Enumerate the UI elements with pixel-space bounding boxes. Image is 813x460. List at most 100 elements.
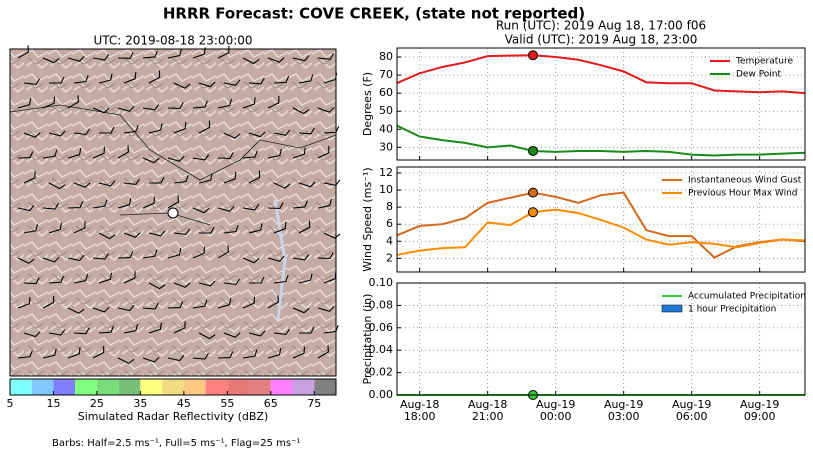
barb bbox=[123, 178, 141, 186]
barb bbox=[199, 226, 215, 234]
y-tick-label: 70 bbox=[379, 68, 393, 81]
barb bbox=[173, 282, 191, 288]
barb bbox=[117, 251, 134, 259]
barb bbox=[198, 120, 211, 134]
barb bbox=[242, 97, 256, 109]
barbs-note: Barbs: Half=2.5 ms⁻¹, Full=5 ms⁻¹, Flag=… bbox=[52, 438, 300, 449]
colorbar-box bbox=[75, 379, 97, 395]
colorbar-box bbox=[205, 379, 228, 395]
barb bbox=[67, 55, 85, 62]
barb bbox=[248, 131, 266, 138]
barb bbox=[267, 295, 279, 309]
barb bbox=[99, 126, 115, 134]
colorbar-box bbox=[314, 379, 336, 395]
barb bbox=[323, 271, 337, 284]
barb bbox=[142, 50, 158, 59]
barb bbox=[292, 254, 310, 261]
barb bbox=[148, 70, 161, 84]
barb bbox=[248, 170, 261, 184]
y-tick-label: 50 bbox=[379, 104, 393, 117]
y-tick-label: 0.10 bbox=[369, 276, 394, 289]
barb bbox=[292, 307, 310, 314]
barb bbox=[123, 71, 137, 84]
colorbar-box bbox=[270, 379, 293, 395]
barb bbox=[217, 46, 230, 59]
barb bbox=[267, 255, 285, 262]
barb bbox=[292, 200, 308, 209]
y-tick-label: 0.02 bbox=[369, 366, 394, 379]
barb bbox=[173, 175, 189, 184]
barb bbox=[292, 346, 306, 359]
y-tick-label: 60 bbox=[379, 86, 393, 99]
barb bbox=[148, 230, 166, 237]
barb bbox=[173, 228, 191, 236]
barb bbox=[73, 327, 90, 335]
barb bbox=[98, 232, 116, 240]
x-tick-label: Aug-19 09:00 bbox=[740, 398, 779, 423]
barb bbox=[317, 107, 335, 113]
barb bbox=[192, 47, 206, 59]
barb bbox=[98, 180, 116, 187]
barb bbox=[67, 147, 82, 159]
y-axis-label: Wind Speed (ms⁻¹) bbox=[361, 167, 374, 271]
barb bbox=[298, 74, 314, 84]
barb bbox=[48, 222, 62, 234]
colorbar-tick-label: 35 bbox=[133, 397, 147, 410]
barb bbox=[98, 325, 115, 334]
barb bbox=[242, 204, 260, 211]
barb bbox=[173, 82, 191, 89]
colorbar-frame bbox=[9, 378, 337, 396]
highlight-marker bbox=[528, 187, 538, 198]
colorbar-label: Simulated Radar Reflectivity (dBZ) bbox=[78, 410, 269, 423]
barb bbox=[67, 201, 84, 209]
barb bbox=[317, 53, 335, 60]
barb bbox=[242, 296, 256, 309]
barb bbox=[298, 127, 315, 135]
barb bbox=[223, 278, 241, 286]
barb bbox=[217, 205, 235, 212]
colorbar-tick-label: 15 bbox=[46, 397, 60, 410]
barb bbox=[17, 151, 34, 159]
highlight-marker bbox=[528, 145, 538, 156]
barb bbox=[42, 348, 57, 359]
valid-label: Valid (UTC): 2019 Aug 18, 23:00 bbox=[505, 33, 698, 47]
map bbox=[9, 45, 341, 377]
barb bbox=[17, 97, 32, 109]
barb bbox=[142, 196, 156, 209]
barb bbox=[67, 254, 85, 262]
barb bbox=[148, 123, 163, 134]
barb bbox=[92, 306, 110, 313]
barb bbox=[323, 232, 341, 239]
barb bbox=[117, 197, 132, 209]
barb bbox=[42, 149, 58, 159]
barb bbox=[117, 145, 129, 159]
barb bbox=[167, 354, 185, 362]
barb bbox=[123, 232, 141, 238]
y-tick-label: 10 bbox=[379, 183, 393, 196]
x-tick-label: Aug-19 00:00 bbox=[536, 398, 575, 423]
barb bbox=[67, 347, 81, 359]
barb bbox=[192, 154, 210, 161]
barb bbox=[317, 146, 330, 159]
barb bbox=[192, 246, 206, 259]
barb bbox=[273, 328, 291, 336]
barb bbox=[42, 295, 55, 309]
barb bbox=[48, 182, 66, 190]
y-axis-label: Precipitation (in) bbox=[361, 294, 374, 385]
barb bbox=[267, 202, 284, 209]
barb bbox=[273, 275, 289, 284]
barb bbox=[73, 75, 89, 84]
y-tick-label: 40 bbox=[379, 122, 393, 135]
barb bbox=[223, 225, 239, 234]
legend-label: Accumulated Precipitation bbox=[688, 292, 806, 302]
barb bbox=[273, 76, 290, 84]
y-tick-label: 6 bbox=[386, 217, 393, 230]
legend-label: Previous Hour Max Wind bbox=[688, 189, 798, 199]
barb bbox=[267, 96, 280, 109]
barb bbox=[23, 132, 41, 138]
page-title: HRRR Forecast: COVE CREEK, (state not re… bbox=[163, 5, 585, 23]
series-line bbox=[396, 54, 806, 95]
barb bbox=[117, 357, 135, 364]
barb bbox=[117, 304, 135, 312]
